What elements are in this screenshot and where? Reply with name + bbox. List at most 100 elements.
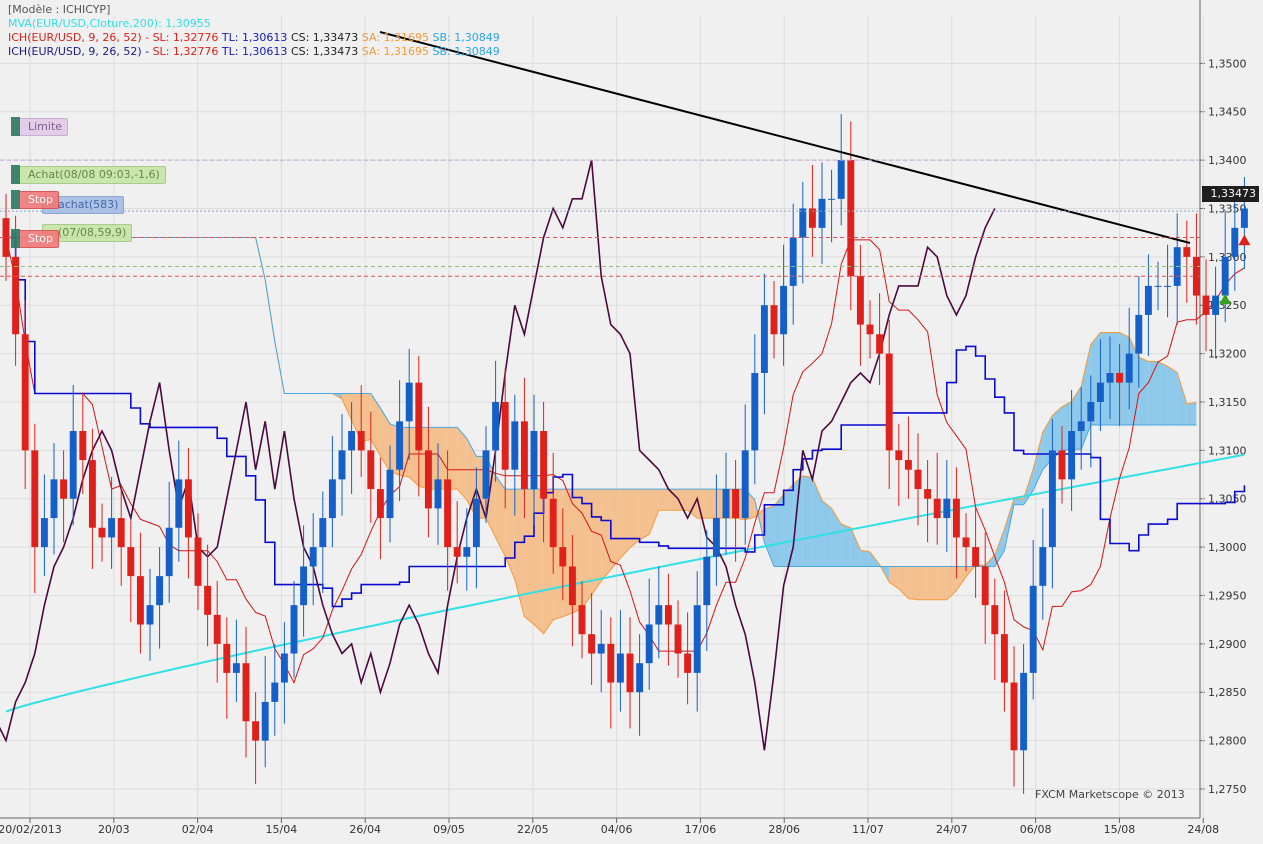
candle-body — [645, 624, 653, 664]
ichimoku-cloud-segment — [524, 489, 534, 625]
order-buy-position[interactable]: achat(583) — [42, 196, 125, 214]
candle-body — [280, 653, 288, 683]
order-buy[interactable]: Achat(08/08 09:03,-1,6) — [11, 165, 166, 184]
ichimoku-cloud-segment — [1014, 498, 1024, 505]
candle-body — [952, 498, 960, 538]
candle-body — [261, 701, 269, 741]
candle-body — [607, 643, 615, 683]
candle-body — [837, 160, 845, 199]
candle-body — [472, 498, 480, 548]
order-handle[interactable] — [11, 165, 20, 184]
candle-body — [1202, 295, 1210, 315]
candle-body — [1125, 353, 1133, 383]
legend-ich-red-prefix: ICH(EUR/USD, 9, 26, 52) - — [8, 31, 150, 44]
candle-body — [962, 537, 970, 548]
candle-body — [376, 489, 384, 519]
order-label: (07/08,59,9) — [58, 226, 127, 239]
y-tick-label: 1,2950 — [1208, 589, 1247, 602]
order-label: Achat(08/08 09:03,-1,6) — [28, 168, 160, 181]
candle-body — [866, 324, 874, 335]
candle-body — [223, 643, 231, 673]
ichimoku-cloud-segment — [937, 566, 947, 600]
order-handle[interactable] — [11, 229, 20, 248]
candle-body — [626, 653, 634, 693]
ichimoku-cloud-segment — [457, 427, 467, 500]
candle-body — [972, 547, 980, 567]
legend-ich-blue-sb: SB: 1,30849 — [432, 45, 500, 58]
candle-body — [1000, 634, 1008, 683]
candle-body — [1144, 285, 1152, 315]
ichimoku-cloud-segment — [1138, 357, 1149, 425]
candle-body — [386, 469, 394, 519]
order-stop-2[interactable]: Stop — [11, 229, 60, 248]
ichimoku-cloud-segment — [994, 528, 1005, 567]
x-tick-label: 24/07 — [936, 823, 968, 836]
x-tick-label: 15/04 — [266, 823, 298, 836]
x-tick-label: 09/05 — [433, 823, 465, 836]
candle-body — [117, 518, 125, 548]
candle-body — [760, 305, 768, 373]
order-label: Stop — [28, 232, 54, 245]
ichimoku-cloud-segment — [918, 566, 928, 600]
order-buy-2[interactable]: (07/08,59,9) — [42, 224, 133, 242]
y-tick-label: 1,3050 — [1208, 493, 1247, 506]
ichimoku-cloud-segment — [351, 393, 362, 442]
candle-body — [175, 479, 183, 528]
ichimoku-cloud-segment — [1052, 406, 1062, 459]
candle-body — [511, 421, 519, 470]
y-tick-label: 1,3150 — [1208, 396, 1247, 409]
copyright-text: FXCM Marketscope © 2013 — [1035, 788, 1185, 801]
ichimoku-cloud-segment — [649, 489, 659, 535]
y-tick-label: 1,3500 — [1208, 57, 1247, 70]
candle-body — [482, 450, 490, 499]
candle-body — [1231, 227, 1239, 257]
candle-body — [1039, 547, 1047, 586]
legend-ich-blue-sa: SA: 1,31695 — [361, 45, 430, 58]
candle-body — [146, 605, 154, 625]
ichimoku-cloud-segment — [495, 475, 506, 557]
x-tick-label: 17/06 — [685, 823, 717, 836]
candle-body — [1221, 256, 1229, 296]
candle-body — [2, 218, 10, 257]
candle-body — [184, 479, 192, 538]
order-label: Limite — [28, 120, 63, 133]
ichimoku-cloud-segment — [370, 393, 381, 456]
candle-body — [751, 372, 759, 451]
ichimoku-cloud-segment — [706, 489, 717, 519]
ichimoku-cloud-segment — [802, 475, 813, 567]
ichimoku-cloud-segment — [754, 499, 765, 543]
ichimoku-cloud-segment — [534, 489, 544, 634]
ichimoku-cloud-segment — [1158, 361, 1168, 425]
order-stop[interactable]: Stop — [11, 190, 60, 209]
order-handle[interactable] — [11, 190, 20, 209]
x-tick-label: 28/06 — [768, 823, 800, 836]
candle-body — [40, 518, 48, 548]
x-tick-label: 15/08 — [1104, 823, 1136, 836]
candle-body — [856, 276, 864, 325]
candle-body — [319, 518, 327, 548]
order-limit[interactable]: Limite — [11, 117, 69, 136]
y-tick-label: 1,2800 — [1208, 735, 1247, 748]
ichimoku-cloud-segment — [342, 393, 352, 421]
candle-body — [568, 566, 576, 606]
candle-body — [338, 450, 346, 480]
ichimoku-cloud-segment — [908, 566, 918, 600]
candle-body — [1058, 450, 1066, 480]
candle-body — [348, 431, 356, 451]
candle-body — [655, 605, 663, 625]
order-handle[interactable] — [11, 117, 20, 136]
candle-body — [876, 334, 884, 354]
candle-body — [780, 285, 788, 335]
ichimoku-cloud-segment — [1167, 366, 1178, 425]
candle-body — [1240, 208, 1248, 228]
candle-body — [924, 489, 932, 499]
x-tick-label: 26/04 — [349, 823, 381, 836]
legend-mva: MVA(EUR/USD,Cloture,200): 1,30955 — [8, 17, 211, 30]
candle-body — [895, 450, 903, 461]
ichimoku-cloud-segment — [927, 566, 938, 600]
ichimoku-cloud-segment — [793, 475, 803, 567]
y-tick-label: 1,3200 — [1208, 348, 1247, 361]
ichimoku-cloud-segment — [601, 489, 611, 581]
